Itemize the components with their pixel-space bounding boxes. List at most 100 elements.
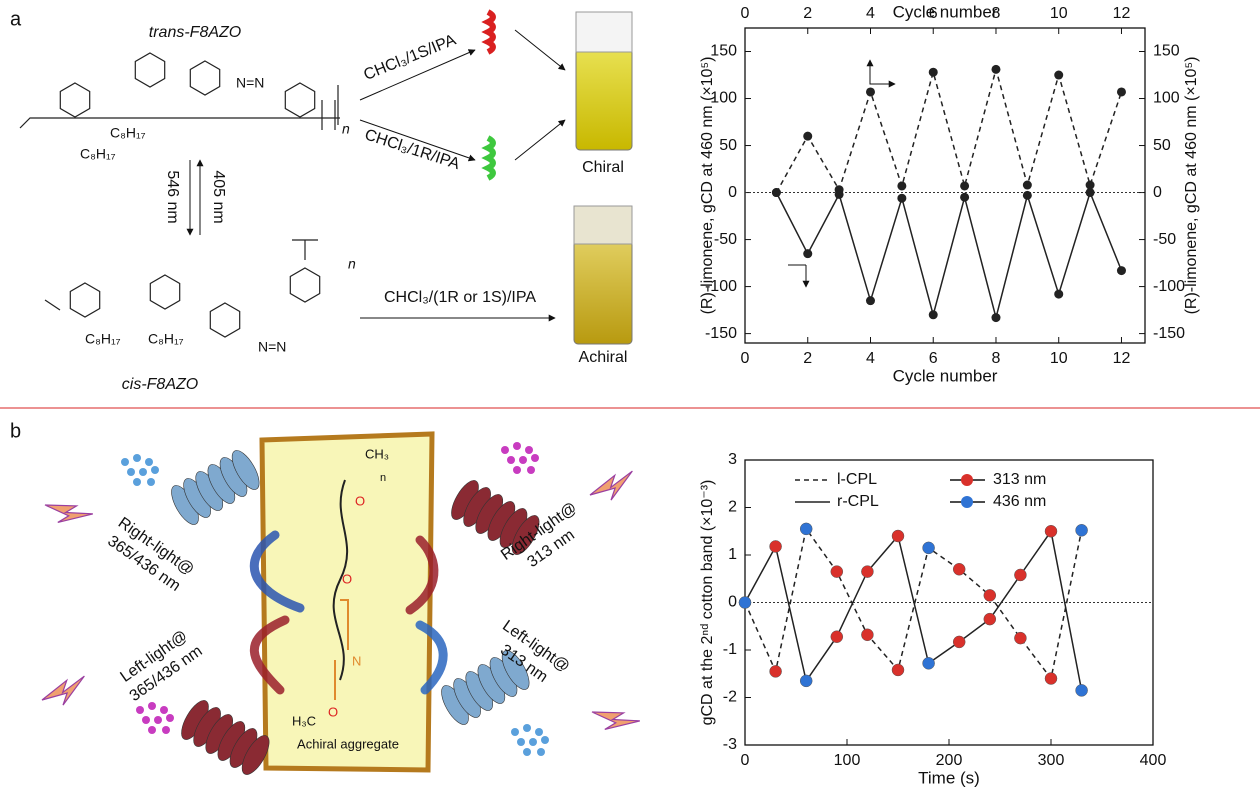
chiral-label: Chiral <box>582 159 624 176</box>
scheme-b: CH₃ n O O N H₃C O Achiral aggregate Righ… <box>104 431 580 775</box>
data-point <box>991 64 1001 74</box>
x-tick-label: 0 <box>741 752 750 769</box>
alkyl: C₈H₁₇ <box>110 125 146 141</box>
methyl: H₃C <box>292 713 316 728</box>
dot <box>511 728 519 736</box>
wavelength: 546 nm <box>164 170 181 223</box>
legend-label: r-CPL <box>837 493 879 510</box>
panel-label: a <box>10 8 22 30</box>
dot <box>535 728 543 736</box>
x2-tick-label: 0 <box>741 5 750 22</box>
dot <box>501 446 509 454</box>
data-point <box>1022 190 1032 200</box>
dot <box>133 478 141 486</box>
chain <box>332 479 349 681</box>
data-point <box>1075 524 1088 537</box>
dot <box>133 454 141 462</box>
dot <box>121 458 129 466</box>
x-tick-label: 300 <box>1038 752 1065 769</box>
x-tick-label: 10 <box>1050 350 1068 367</box>
data-point <box>830 565 844 578</box>
y2-tick-label: 0 <box>1153 184 1162 201</box>
ring <box>209 302 241 338</box>
dot <box>523 724 531 732</box>
legend-marker <box>961 474 973 486</box>
alkyl: C₈H₁₇ <box>148 331 184 347</box>
data-point <box>830 630 844 643</box>
data-point <box>891 663 905 677</box>
y2-tick-label: 50 <box>1153 137 1171 154</box>
arrow <box>788 264 806 287</box>
wavelength: 405 nm <box>210 170 227 223</box>
y-tick-label: 1 <box>728 546 737 563</box>
data-point <box>960 192 970 202</box>
data-point <box>1014 631 1027 645</box>
data-point <box>1075 684 1088 697</box>
x-axis-label: Time (s) <box>918 768 980 787</box>
series-line <box>775 190 1123 321</box>
oxygen: O <box>328 704 338 719</box>
y-axis-label: (R)-limonene, gCD at 460 nm (×10⁵) <box>699 57 716 315</box>
y-tick-label: -2 <box>723 689 737 706</box>
curved-arrow <box>249 615 290 695</box>
x2-tick-label: 4 <box>866 5 875 22</box>
ring <box>189 60 221 96</box>
data-point <box>771 188 781 198</box>
data-point <box>897 193 907 203</box>
azobenzene <box>334 599 349 700</box>
spring <box>451 480 540 555</box>
data-point <box>1116 87 1126 97</box>
cis-label: cis-F8AZO <box>122 376 198 393</box>
ring <box>134 52 166 88</box>
repeat: n <box>342 121 350 137</box>
legend-label: 436 nm <box>993 493 1046 510</box>
x-axis-label: Cycle number <box>893 366 998 385</box>
legend-label: 313 nm <box>993 471 1046 488</box>
y-tick-label: -100 <box>705 278 737 295</box>
vial-cap <box>575 11 633 53</box>
data-point <box>1014 568 1027 582</box>
dot <box>519 456 527 464</box>
data-point <box>1085 188 1095 198</box>
dot <box>151 466 159 474</box>
data-point <box>897 181 907 191</box>
dot <box>531 454 539 462</box>
arrow <box>514 29 566 71</box>
scheme-a: trans-F8AZO C₈H₁₇ C₈H₁₇ N=N n CHCl₃/1S/I… <box>19 9 896 393</box>
dot <box>507 456 515 464</box>
bond <box>19 85 340 130</box>
data-point <box>991 313 1001 323</box>
curved-arrow <box>249 530 305 613</box>
data-point <box>983 612 997 626</box>
repeat: n <box>380 472 386 484</box>
x-tick-label: 8 <box>992 350 1001 367</box>
dot <box>517 738 525 746</box>
data-point <box>861 628 874 642</box>
azo: N=N <box>236 75 264 91</box>
dot <box>513 442 521 450</box>
ring <box>69 282 101 318</box>
x-tick-label: 200 <box>936 752 963 769</box>
oxygen: O <box>342 571 352 586</box>
legend-label: l-CPL <box>837 471 877 488</box>
data-point <box>928 67 938 77</box>
arrow <box>359 49 476 101</box>
dot <box>525 446 533 454</box>
dot <box>148 702 156 710</box>
x2-tick-label: 10 <box>1050 5 1068 22</box>
y2-tick-label: -100 <box>1153 278 1185 295</box>
y-axis-label: gCD at the 2ⁿᵈ cotton band (×10⁻³) <box>699 480 716 726</box>
arrow <box>359 119 476 162</box>
alkyl: C₈H₁₇ <box>80 146 116 162</box>
data-point <box>865 87 875 97</box>
data-point <box>960 181 970 191</box>
y2-tick-label: -150 <box>1153 325 1185 342</box>
y-tick-label: -50 <box>714 231 737 248</box>
route: CHCl₃/1S/IPA <box>361 31 458 84</box>
y-tick-label: 50 <box>719 137 737 154</box>
dot <box>148 726 156 734</box>
series-line <box>744 529 1083 691</box>
ring <box>59 82 91 118</box>
data-point <box>922 657 935 670</box>
x2-tick-label: 2 <box>803 5 812 22</box>
